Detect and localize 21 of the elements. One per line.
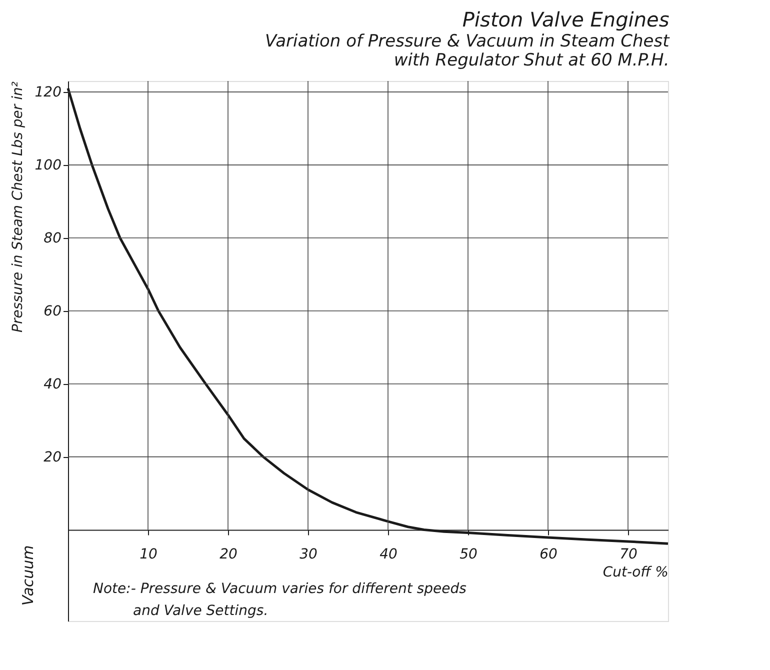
y-tick-label: 40	[44, 376, 62, 392]
y-tick-label: 60	[44, 303, 62, 320]
y-tick-label: 20	[44, 449, 62, 466]
text: Vacuum	[19, 545, 37, 606]
x-tick-label: 30	[300, 546, 318, 562]
x-tick-label: 70	[620, 546, 638, 562]
x-axis-title: Cut-off %	[602, 564, 668, 580]
text: with Regulator Shut at 60 M.P.H.	[394, 50, 670, 71]
x-tick-label: 40	[380, 546, 398, 562]
x-tick-label: 10	[140, 546, 158, 562]
x-tick-label: 50	[460, 546, 478, 562]
y-axis-title: Pressure in Steam Chest Lbs per in²	[10, 81, 26, 332]
y-tick-label: 120	[34, 84, 62, 100]
annotation: Note:- Pressure & Vacuum varies for different speeds	[93, 581, 466, 598]
chart-title: Piston Valve Engines	[462, 8, 670, 32]
y-tick-label: 100	[34, 157, 62, 174]
text: Variation of Pressure & Vacuum in Steam Chest	[265, 32, 670, 52]
y-tick-label: 80	[44, 230, 62, 246]
annotation: and Valve Settings.	[133, 603, 268, 620]
x-tick-label: 20	[220, 546, 238, 562]
x-tick-label: 60	[540, 546, 558, 562]
